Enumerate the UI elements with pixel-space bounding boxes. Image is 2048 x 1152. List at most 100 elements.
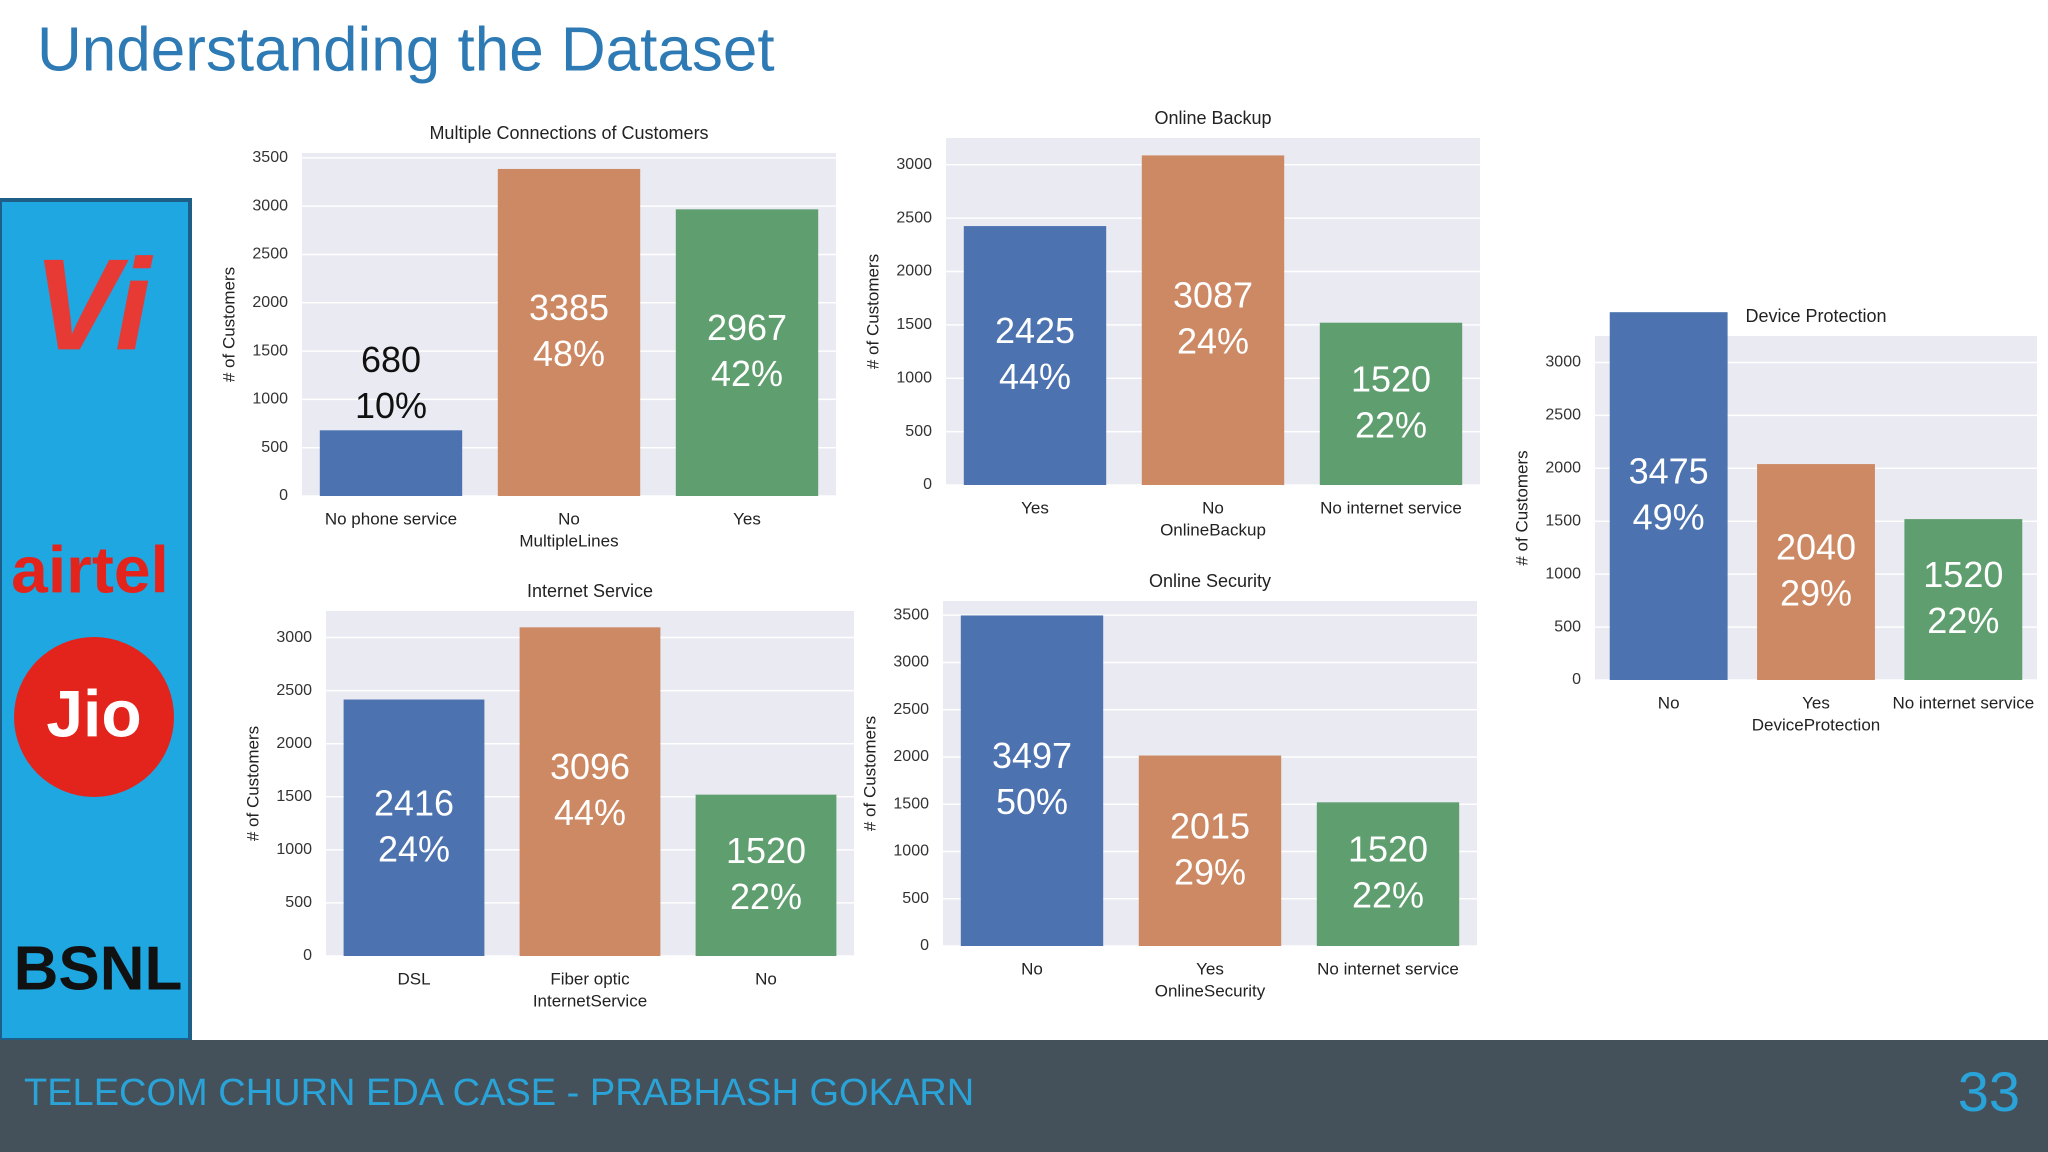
y-tick-label: 1000: [1545, 565, 1581, 582]
y-tick-label: 2500: [1545, 407, 1581, 424]
bar: [497, 168, 641, 496]
percent-label: 29%: [1780, 573, 1852, 614]
bar: [1316, 802, 1460, 946]
logo-jio-circle: [14, 637, 174, 797]
percent-label: 42%: [711, 353, 783, 394]
bar: [1609, 312, 1728, 680]
chart-title: Device Protection: [1745, 306, 1886, 326]
logo-airtel: airtel: [11, 532, 169, 606]
y-tick-label: 1000: [896, 369, 932, 386]
x-axis-label: DeviceProtection: [1752, 715, 1881, 734]
y-tick-label: 1000: [252, 391, 288, 408]
x-tick-label: DSL: [397, 969, 430, 988]
page-number: 33: [1958, 1060, 2020, 1123]
percent-label: 22%: [730, 876, 802, 917]
y-tick-label: 1500: [1545, 512, 1581, 529]
x-axis-label: OnlineBackup: [1160, 520, 1266, 539]
percent-label: 44%: [554, 792, 626, 833]
y-tick-label: 2000: [252, 294, 288, 311]
data-label: 3475: [1629, 451, 1709, 492]
x-axis-label: MultipleLines: [519, 531, 618, 550]
percent-label: 48%: [533, 333, 605, 374]
y-axis-label: # of Customers: [863, 254, 882, 369]
bar: [1141, 155, 1285, 485]
y-tick-label: 0: [923, 476, 932, 493]
data-label: 1520: [1923, 554, 2003, 595]
logo-jio: Jio: [46, 676, 141, 750]
y-tick-label: 1500: [276, 788, 312, 805]
data-label: 2015: [1170, 805, 1250, 846]
y-tick-label: 3000: [896, 156, 932, 173]
y-tick-label: 1500: [896, 316, 932, 333]
footer-text: TELECOM CHURN EDA CASE - PRABHASH GOKARN: [24, 1072, 974, 1114]
x-tick-label: No: [1202, 498, 1224, 517]
data-label: 680: [361, 339, 421, 380]
y-tick-label: 2000: [893, 748, 929, 765]
bar: [319, 430, 463, 496]
slide-title: Understanding the Dataset: [37, 15, 775, 84]
x-tick-label: Yes: [1021, 498, 1049, 517]
percent-label: 22%: [1355, 404, 1427, 445]
bar: [519, 627, 661, 956]
y-tick-label: 3000: [276, 629, 312, 646]
x-tick-label: Yes: [1802, 693, 1830, 712]
bar: [1138, 755, 1282, 946]
data-label: 2425: [995, 310, 1075, 351]
data-label: 2040: [1776, 527, 1856, 568]
y-tick-label: 500: [285, 894, 312, 911]
data-label: 2416: [374, 782, 454, 823]
y-tick-label: 1000: [276, 841, 312, 858]
y-tick-label: 1000: [893, 843, 929, 860]
y-tick-label: 0: [920, 937, 929, 954]
y-tick-label: 0: [1572, 671, 1581, 688]
logo-vi: Vi: [33, 231, 154, 377]
x-tick-label: No: [1658, 693, 1680, 712]
footer-band: [0, 1040, 2048, 1152]
percent-label: 10%: [355, 385, 427, 426]
x-tick-label: Fiber optic: [550, 969, 630, 988]
bar: [960, 615, 1104, 946]
data-label: 1520: [726, 830, 806, 871]
y-tick-label: 500: [1554, 618, 1581, 635]
data-label: 3497: [992, 735, 1072, 776]
y-tick-label: 1500: [252, 342, 288, 359]
x-tick-label: No: [755, 969, 777, 988]
y-tick-label: 500: [261, 439, 288, 456]
bar: [675, 209, 819, 497]
x-tick-label: No phone service: [325, 509, 457, 528]
logo-panel: [0, 198, 192, 1042]
bar: [343, 699, 485, 956]
y-tick-label: 1500: [893, 795, 929, 812]
chart-title: Online Security: [1149, 571, 1271, 591]
y-tick-label: 3000: [1545, 354, 1581, 371]
x-axis-label: OnlineSecurity: [1155, 981, 1266, 1000]
x-tick-label: No internet service: [1317, 959, 1459, 978]
x-tick-label: No internet service: [1320, 498, 1462, 517]
y-tick-label: 3000: [252, 197, 288, 214]
y-axis-label: # of Customers: [1512, 450, 1531, 565]
y-tick-label: 3500: [252, 149, 288, 166]
x-tick-label: No: [1021, 959, 1043, 978]
percent-label: 24%: [1177, 321, 1249, 362]
data-label: 2967: [707, 307, 787, 348]
bar: [695, 794, 837, 956]
logo-bsnl: BSNL: [14, 934, 183, 1003]
bar: [1904, 519, 2023, 680]
x-tick-label: No: [558, 509, 580, 528]
y-tick-label: 500: [905, 423, 932, 440]
percent-label: 22%: [1927, 600, 1999, 641]
bar: [963, 226, 1107, 486]
chart-title: Online Backup: [1154, 108, 1271, 128]
y-tick-label: 2500: [896, 209, 932, 226]
percent-label: 29%: [1174, 851, 1246, 892]
data-label: 1520: [1351, 358, 1431, 399]
percent-label: 44%: [999, 356, 1071, 397]
x-tick-label: Yes: [733, 509, 761, 528]
chart-title: Multiple Connections of Customers: [429, 123, 708, 143]
y-tick-label: 2000: [276, 735, 312, 752]
y-tick-label: 2000: [896, 263, 932, 280]
data-label: 1520: [1348, 829, 1428, 870]
y-tick-label: 3500: [893, 606, 929, 623]
